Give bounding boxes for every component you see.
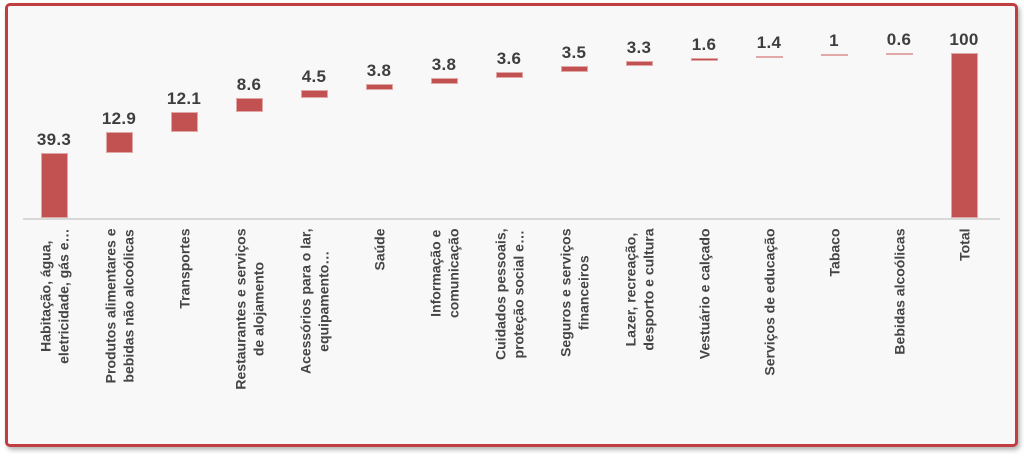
bar-segment — [105, 131, 133, 154]
bar-value-label: 1.4 — [756, 32, 782, 52]
bar-value-label: 3.5 — [561, 43, 587, 63]
bar-segment — [755, 55, 783, 58]
category-label: Total — [932, 229, 996, 444]
bar-segment — [820, 53, 848, 56]
category-label-text: Saúde — [371, 228, 387, 271]
bar-segment — [495, 71, 523, 78]
category-label: Restaurantes e serviços de alojamento — [217, 229, 281, 444]
bar-value-label: 12.9 — [101, 108, 137, 128]
category-label-text: Informação e comunicação — [427, 228, 461, 318]
category-label: Lazer, recreação, desporto e cultura — [607, 229, 671, 444]
bar-segment — [170, 111, 198, 132]
category-label-text: Habitação, água, eletricidade, gás e… — [37, 228, 71, 364]
category-label-text: Tabaco — [826, 228, 842, 277]
category-label-text: Cuidados pessoais, proteção social e… — [492, 228, 526, 360]
bar-segment — [300, 90, 328, 98]
category-label: Cuidados pessoais, proteção social e… — [477, 229, 541, 444]
bar-segment — [430, 77, 458, 85]
bar-total — [950, 53, 978, 218]
bar-value-label: 3.8 — [366, 61, 392, 81]
bar-value-label: 100 — [949, 30, 979, 49]
category-label-text: Bebidas alcoólicas — [891, 228, 907, 355]
bar-segment — [560, 66, 588, 72]
bar-value-label: 3.8 — [431, 54, 457, 74]
category-label: Saúde — [347, 229, 411, 444]
x-axis-line — [23, 218, 1000, 220]
category-label: Seguros e serviços financeiros — [542, 229, 606, 444]
bar-value-label: 1.6 — [691, 34, 717, 54]
bar-value-label: 8.6 — [236, 74, 262, 94]
bar-value-label: 3.3 — [626, 37, 652, 57]
category-label-text: Produtos alimentares e bebidas não alcoó… — [102, 228, 136, 384]
bar-segment — [885, 53, 913, 55]
category-label: Transportes — [152, 229, 216, 444]
category-label-text: Acessórios para o lar, equipamento… — [297, 228, 331, 375]
category-label: Informação e comunicação — [412, 229, 476, 444]
bar-value-label: 1 — [829, 30, 839, 50]
bar-value-label: 39.3 — [36, 130, 72, 150]
bar-value-label: 3.6 — [496, 48, 522, 68]
category-label: Bebidas alcoólicas — [867, 229, 931, 444]
category-label-text: Transportes — [176, 228, 192, 309]
bar-segment — [625, 60, 653, 67]
category-label: Serviços de educação — [737, 229, 801, 444]
category-label: Habitação, água, eletricidade, gás e… — [22, 229, 86, 444]
category-label-text: Seguros e serviços financeiros — [557, 228, 591, 357]
category-label-text: Restaurantes e serviços de alojamento — [232, 228, 266, 390]
category-label-text: Serviços de educação — [761, 228, 777, 376]
category-label-text: Lazer, recreação, desporto e cultura — [622, 228, 656, 351]
category-label-text: Total — [956, 228, 972, 261]
bar-segment — [40, 153, 68, 218]
bar-segment — [235, 97, 263, 112]
category-label: Vestuário e calçado — [672, 229, 736, 444]
bar-segment — [690, 57, 718, 61]
bar-value-label: 12.1 — [166, 88, 202, 108]
bar-segment — [365, 84, 393, 91]
category-label: Tabaco — [802, 229, 866, 444]
category-label: Produtos alimentares e bebidas não alcoó… — [87, 229, 151, 444]
bar-value-label: 0.6 — [886, 30, 912, 49]
category-label-text: Vestuário e calçado — [696, 228, 712, 360]
bar-value-label: 4.5 — [301, 67, 327, 87]
category-label: Acessórios para o lar, equipamento… — [282, 229, 346, 444]
